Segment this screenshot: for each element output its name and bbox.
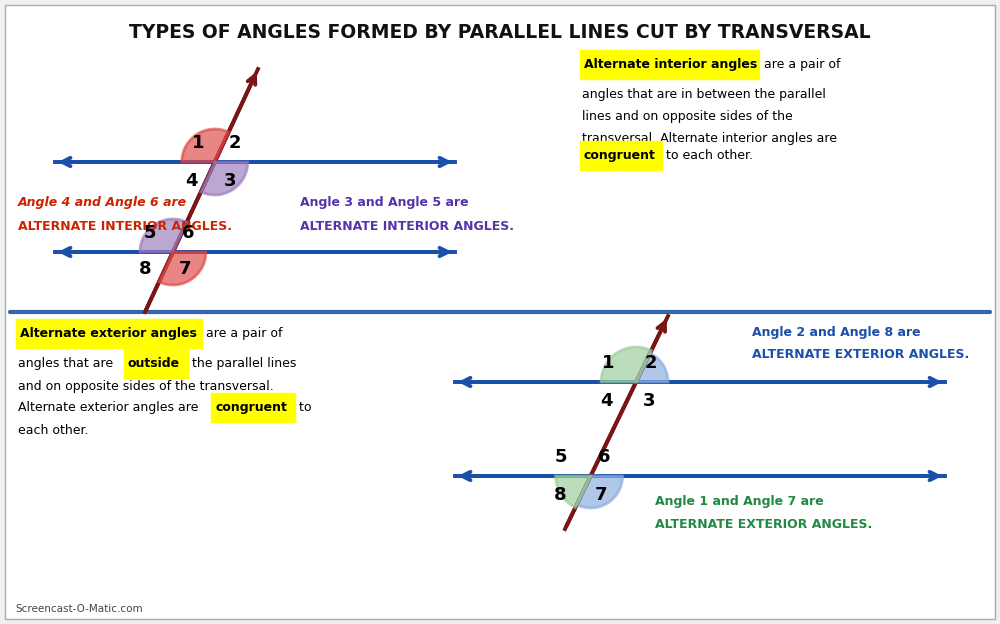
Text: outside: outside (128, 357, 180, 370)
Text: the parallel lines: the parallel lines (188, 357, 296, 370)
Text: 8: 8 (139, 260, 151, 278)
Text: 7: 7 (179, 260, 191, 278)
Text: each other.: each other. (18, 424, 88, 437)
Wedge shape (577, 476, 623, 508)
Wedge shape (201, 162, 248, 195)
FancyBboxPatch shape (580, 50, 759, 79)
Text: 1: 1 (602, 354, 614, 372)
Text: are a pair of: are a pair of (202, 327, 283, 340)
Text: Angle 3 and Angle 5 are: Angle 3 and Angle 5 are (300, 195, 469, 208)
Text: congruent: congruent (215, 401, 287, 414)
Text: and on opposite sides of the transversal.: and on opposite sides of the transversal… (18, 379, 274, 392)
Text: 6: 6 (182, 224, 194, 242)
Wedge shape (182, 129, 229, 162)
Text: 4: 4 (600, 392, 612, 410)
FancyBboxPatch shape (5, 5, 995, 619)
Text: lines and on opposite sides of the: lines and on opposite sides of the (582, 109, 793, 122)
Text: are a pair of: are a pair of (760, 58, 840, 71)
Wedge shape (601, 347, 651, 382)
Text: Alternate exterior angles: Alternate exterior angles (20, 327, 197, 340)
Text: to: to (295, 401, 312, 414)
Text: Alternate interior angles: Alternate interior angles (584, 58, 757, 71)
Text: ALTERNATE EXTERIOR ANGLES.: ALTERNATE EXTERIOR ANGLES. (655, 517, 872, 530)
Text: 2: 2 (229, 134, 241, 152)
Text: transversal. Alternate interior angles are: transversal. Alternate interior angles a… (582, 132, 837, 145)
Text: to each other.: to each other. (662, 149, 753, 162)
Text: 2: 2 (645, 354, 657, 372)
Text: 5: 5 (144, 224, 156, 242)
Text: TYPES OF ANGLES FORMED BY PARALLEL LINES CUT BY TRANSVERSAL: TYPES OF ANGLES FORMED BY PARALLEL LINES… (129, 22, 871, 42)
Text: Angle 1 and Angle 7 are: Angle 1 and Angle 7 are (655, 495, 824, 509)
Text: ALTERNATE INTERIOR ANGLES.: ALTERNATE INTERIOR ANGLES. (18, 220, 232, 233)
Wedge shape (159, 252, 206, 285)
Text: 3: 3 (224, 172, 236, 190)
Text: 8: 8 (554, 486, 567, 504)
Wedge shape (636, 353, 668, 382)
Text: Screencast-O-Matic.com: Screencast-O-Matic.com (15, 604, 143, 614)
Text: ALTERNATE INTERIOR ANGLES.: ALTERNATE INTERIOR ANGLES. (300, 220, 514, 233)
Wedge shape (140, 219, 187, 252)
Text: 3: 3 (643, 392, 655, 410)
Text: 5: 5 (554, 448, 567, 466)
Text: 7: 7 (594, 486, 607, 504)
Text: Alternate exterior angles are: Alternate exterior angles are (18, 401, 202, 414)
Text: ALTERNATE EXTERIOR ANGLES.: ALTERNATE EXTERIOR ANGLES. (752, 348, 969, 361)
Text: 1: 1 (192, 134, 204, 152)
FancyBboxPatch shape (124, 349, 188, 378)
Wedge shape (556, 476, 591, 507)
Text: Angle 2 and Angle 8 are: Angle 2 and Angle 8 are (752, 326, 921, 338)
Text: angles that are: angles that are (18, 358, 117, 371)
Text: 6: 6 (597, 448, 610, 466)
FancyBboxPatch shape (211, 393, 295, 422)
Text: angles that are in between the parallel: angles that are in between the parallel (582, 87, 826, 100)
Text: Angle 4 and Angle 6 are: Angle 4 and Angle 6 are (18, 195, 187, 208)
FancyBboxPatch shape (16, 319, 202, 348)
Text: 4: 4 (186, 172, 198, 190)
FancyBboxPatch shape (580, 141, 662, 170)
Text: congruent: congruent (584, 149, 656, 162)
